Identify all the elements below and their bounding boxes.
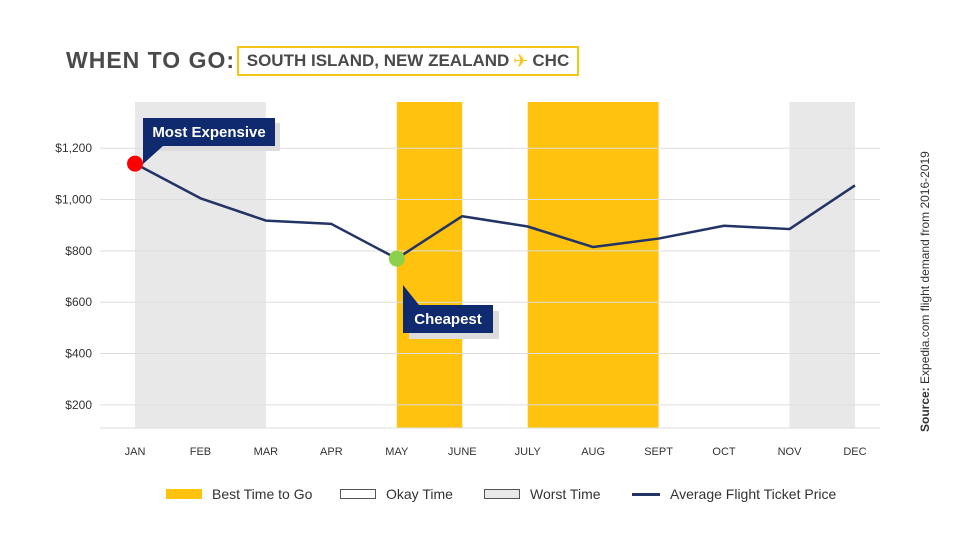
chart-title: WHEN TO GO: xyxy=(66,47,236,73)
y-tick-label: $200 xyxy=(65,398,92,412)
legend-swatch-okay xyxy=(340,489,376,499)
legend-item-best: Best Time to Go xyxy=(166,486,312,502)
legend-item-line: Average Flight Ticket Price xyxy=(632,486,836,502)
band-best-1 xyxy=(396,102,463,428)
legend-item-worst: Worst Time xyxy=(484,486,601,502)
callout-label-min: Cheapest xyxy=(414,311,482,328)
y-tick-label: $1,200 xyxy=(55,141,92,155)
x-tick-label: MAY xyxy=(385,446,409,458)
min-point-dot xyxy=(388,250,405,267)
x-tick-label: JUNE xyxy=(448,446,477,458)
band-best-2 xyxy=(527,102,659,428)
legend-swatch-line xyxy=(632,492,660,496)
x-tick-label: OCT xyxy=(712,446,736,458)
legend: Best Time to Go Okay Time Worst Time Ave… xyxy=(0,486,960,506)
legend-label-worst: Worst Time xyxy=(530,486,601,502)
x-tick-label: JULY xyxy=(515,446,542,458)
x-tick-label: APR xyxy=(320,446,343,458)
x-tick-label: NOV xyxy=(778,446,803,458)
x-tick-label: AUG xyxy=(581,446,605,458)
callout-label-max: Most Expensive xyxy=(152,124,265,141)
legend-swatch-best xyxy=(166,489,202,499)
y-tick-label: $600 xyxy=(65,295,92,309)
y-tick-label: $800 xyxy=(65,244,92,258)
y-tick-label: $400 xyxy=(65,347,92,361)
series-line-0 xyxy=(134,162,856,260)
callout-box-max xyxy=(143,118,275,146)
x-tick-label: FEB xyxy=(190,446,211,458)
source-text: Expedia.com flight demand from 2016-2019 xyxy=(918,151,932,384)
callout-box-min xyxy=(403,305,493,333)
legend-label-line: Average Flight Ticket Price xyxy=(670,486,837,502)
band-worst-0 xyxy=(135,102,266,428)
callout-pointer-min xyxy=(403,285,419,305)
max-point-dot xyxy=(127,155,143,172)
x-tick-label: JAN xyxy=(125,446,146,458)
airport-code: CHC xyxy=(532,51,570,70)
y-tick-label: $1,000 xyxy=(55,193,92,207)
source-label: Source: xyxy=(918,387,932,432)
x-tick-label: MAR xyxy=(254,446,279,458)
callout-pointer-max xyxy=(143,146,163,164)
legend-item-okay: Okay Time xyxy=(340,486,453,502)
x-tick-label: SEPT xyxy=(644,446,673,458)
plane-icon: ✈ xyxy=(513,50,529,71)
destination-label: SOUTH ISLAND, NEW ZEALAND xyxy=(246,51,510,70)
legend-swatch-worst xyxy=(484,489,520,499)
legend-label-okay: Okay Time xyxy=(386,486,453,502)
destination-box: SOUTH ISLAND, NEW ZEALAND ✈ CHC xyxy=(237,46,579,76)
legend-label-best: Best Time to Go xyxy=(212,486,313,502)
x-tick-label: DEC xyxy=(843,446,866,458)
band-worst-3 xyxy=(789,102,855,428)
source-note: Source: Expedia.com flight demand from 2… xyxy=(918,151,932,432)
